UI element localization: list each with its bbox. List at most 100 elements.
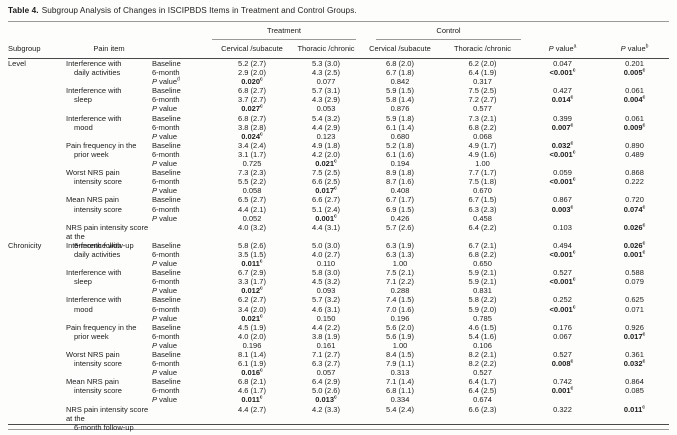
row-type-label: 6-month [152, 68, 180, 78]
control-thoracic-value: 0.670 [473, 186, 492, 196]
p-value-a-cell: 0.399 [553, 113, 572, 123]
table-row: Worst NRS pain Baseline 8.1 (1.4) 7.1 (2.7)… [8, 350, 669, 359]
p-value-a-cell: 0.527 [553, 268, 572, 278]
treatment-cervical-value: 0.027c [241, 103, 263, 114]
row-type-label: Baseline [152, 322, 181, 332]
table-row: Mean NRS pain Baseline 6.5 (2.7) 6.6 (2.7) 6… [8, 195, 669, 204]
control-thoracic-value: 6.4 (1.9) [468, 68, 497, 78]
p-value-b-header: P valueb [620, 43, 649, 53]
table-row: intensity score 6-month 5.5 (2.2) 6.6 (2.5)… [8, 177, 669, 186]
treatment-thoracic-value: 0.021c [315, 158, 337, 169]
treatment-thoracic-value: 4.3 (2.9) [312, 95, 340, 105]
treatment-cervical-value: 5.5 (2.2) [238, 177, 266, 187]
p-value-b-cell: 0.868 [625, 168, 644, 178]
treatment-thoracic-value: 4.2 (3.3) [312, 404, 340, 414]
control-thoracic-value: 1.00 [475, 159, 490, 169]
pain-item-line1: NRS pain intensity score at the [66, 404, 149, 423]
bottom-rule-gray [8, 428, 669, 430]
treatment-cervical-value: 2.9 (2.0) [238, 68, 266, 78]
treatment-cervical-value: 6.8 (2.7) [238, 86, 266, 96]
row-type-label: 6-month [152, 204, 180, 214]
row-type-label: Baseline [152, 377, 181, 387]
p-value-a-cell: <0.001c [549, 304, 576, 314]
control-thoracic-value: 6.4 (1.7) [468, 377, 497, 387]
table-row: Interference with Baseline 6.8 (2.7) 5.7 (3… [8, 86, 669, 95]
p-value-a-cell: 0.001c [551, 385, 574, 396]
table-row: Level Interference with Baseline 5.2 (2.7) 5… [8, 59, 669, 68]
control-cervical-value: 7.9 (1.1) [386, 359, 414, 369]
control-thoracic-value: 6.4 (2.5) [468, 386, 497, 396]
treatment-thoracic-value: 0.077 [316, 77, 336, 87]
table-row: P value 0.024c 0.123 0.680 0.068 [8, 132, 669, 141]
treatment-thoracic-value: 5.3 (3.0) [312, 59, 340, 68]
treatment-cervical-value: 3.8 (2.8) [238, 122, 266, 132]
pain-item-label: Mean NRS pain [66, 377, 119, 387]
row-type-label: 6-month [152, 277, 180, 287]
control-cervical-value: 7.4 (1.5) [386, 295, 414, 305]
pain-item-label: Interference with [66, 240, 122, 250]
treatment-thoracic-value: 4.0 (2.7) [312, 249, 340, 259]
control-cervical-value: 5.6 (1.9) [386, 331, 414, 341]
treatment-thoracic-value: 5.8 (3.0) [312, 268, 340, 278]
row-type-label: P valued [152, 76, 180, 87]
treatment-thoracic-value: 6.6 (2.7) [312, 195, 340, 205]
table-body: Level Interference with Baseline 5.2 (2.7) 5… [8, 59, 669, 432]
table-row: Interference with Baseline 6.7 (2.9) 5.8 (3… [8, 268, 669, 277]
table-row: Pain frequency in the Baseline 4.5 (1.9) 4.… [8, 323, 669, 332]
treatment-cervical-value: 0.011c [241, 394, 263, 405]
control-cervical-value: 5.6 (2.0) [386, 322, 414, 332]
pain-item-label: intensity score [74, 386, 122, 396]
treatment-cervical-value: 8.1 (1.4) [238, 350, 266, 359]
table-row: P value 0.011c 0.013c 0.334 0.674 [8, 395, 669, 404]
table-row: intensity score 6-month 4.6 (1.7) 5.0 (2.6)… [8, 386, 669, 395]
treatment-cervical-value: 3.7 (2.7) [238, 95, 266, 105]
treatment-thoracic-value: 0.093 [316, 286, 336, 296]
treatment-thoracic-value: 0.057 [316, 368, 336, 378]
row-type-label: Baseline [152, 140, 181, 150]
control-cervical-value: 0.408 [390, 186, 410, 196]
treatment-thoracic-value: 5.0 (2.6) [312, 386, 340, 396]
control-cervical-value: 6.8 (2.0) [386, 59, 414, 68]
control-thoracic-value: 5.4 (1.6) [468, 331, 497, 341]
treatment-cervical-value: 0.011c [241, 258, 263, 269]
p-value-b-cell: 0.222 [625, 177, 644, 187]
treatment-cervical-header: Cervical /subacute [221, 44, 283, 53]
treatment-cervical-value: 0.058 [242, 186, 262, 196]
treatment-thoracic-value: 0.013c [315, 394, 337, 405]
pain-item-label: Worst NRS pain [66, 350, 120, 359]
treatment-thoracic-value: 0.161 [316, 340, 336, 350]
control-cervical-value: 5.2 (1.8) [386, 140, 414, 150]
p-value-b-cell: 0.074c [623, 204, 646, 214]
control-thoracic-value: 0.106 [473, 340, 492, 350]
table-row: prior week 6-month 3.1 (1.7) 4.2 (2.0) 6.1 (… [8, 150, 669, 159]
row-type-label: P value [152, 213, 178, 223]
table-row: NRS pain intensity score at the 6-month f… [8, 223, 669, 250]
p-value-b-cell: 0.061 [625, 113, 644, 123]
control-thoracic-value: 5.9 (2.1) [468, 277, 497, 287]
table-row: daily activities 6-month 3.5 (1.5) 4.0 (2.7… [8, 250, 669, 259]
control-cervical-value: 5.9 (1.8) [386, 113, 414, 123]
row-type-label: 6-month [152, 386, 180, 396]
control-thoracic-value: 0.650 [473, 259, 492, 269]
table-row: sleep 6-month 3.3 (1.7) 4.5 (3.2) 7.1 (2.2) 5… [8, 277, 669, 286]
treatment-cervical-value: 6.7 (2.9) [238, 268, 266, 278]
table-row: P value 0.016c 0.057 0.313 0.527 [8, 368, 669, 377]
control-thoracic-value: 8.2 (2.2) [468, 359, 497, 369]
p-value-a-cell: <0.001c [549, 249, 576, 259]
treatment-thoracic-value: 5.7 (3.2) [312, 295, 340, 305]
table-row: P value 0.021c 0.150 0.196 0.785 [8, 314, 669, 323]
treatment-thoracic-value: 6.4 (2.9) [312, 377, 340, 387]
table-row: P valued 0.020c 0.077 0.842 0.317 [8, 77, 669, 86]
control-cervical-value: 8.7 (1.6) [386, 177, 414, 187]
top-rule [8, 21, 669, 22]
bottom-rule-dark [8, 423, 669, 425]
treatment-thoracic-value: 6.3 (2.7) [312, 359, 340, 369]
row-type-label: P value [152, 340, 178, 350]
treatment-thoracic-value: 5.0 (3.0) [312, 240, 340, 250]
p-value-b-cell: 0.001c [623, 249, 646, 259]
control-thoracic-value: 5.9 (2.1) [468, 268, 497, 278]
table-row: Chronicity Interference with Baseline 5.8 (… [8, 241, 669, 250]
control-cervical-value: 8.4 (1.5) [386, 350, 414, 359]
control-thoracic-value: 6.8 (2.2) [468, 249, 497, 259]
pain-item-label: intensity score [74, 204, 122, 214]
